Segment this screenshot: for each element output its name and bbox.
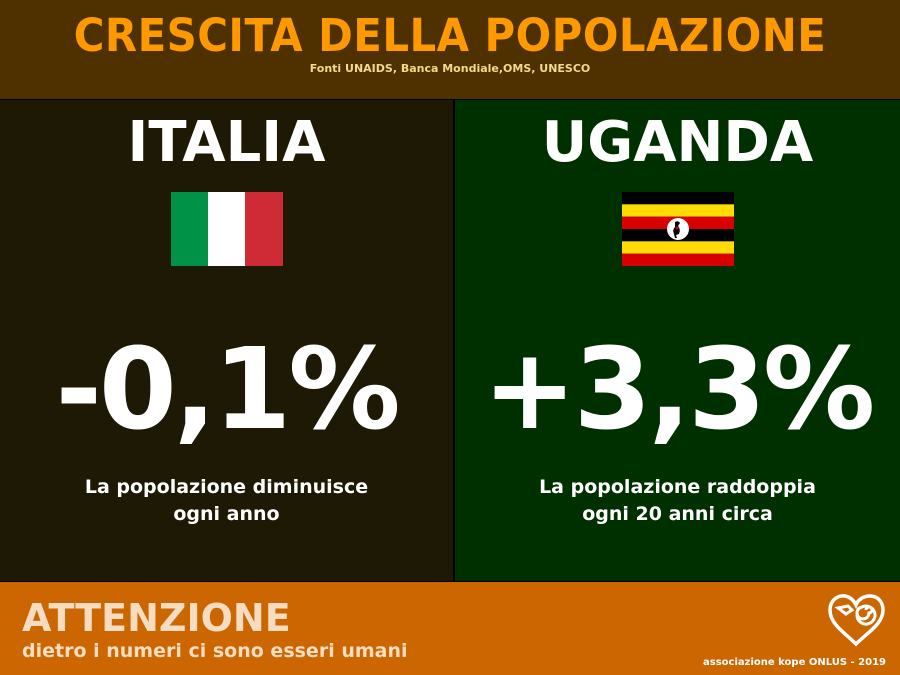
- header: CRESCITA DELLA POPOLAZIONE Fonti UNAIDS,…: [0, 0, 900, 99]
- heart-spiral-icon: [828, 594, 885, 647]
- country-name: UGANDA: [541, 110, 814, 175]
- uganda-flag-icon: [621, 192, 734, 266]
- uganda-panel: UGANDA +3,3% La popolazione raddoppia og…: [455, 100, 900, 581]
- italy-flag-icon: [170, 192, 283, 266]
- sources-text: Fonti UNAIDS, Banca Mondiale,OMS, UNESCO: [309, 62, 591, 75]
- growth-rate: -0,1%: [55, 325, 400, 455]
- growth-rate: +3,3%: [482, 325, 875, 455]
- country-name: ITALIA: [127, 110, 326, 175]
- footer: ATTENZIONE dietro i numeri ci sono esser…: [0, 582, 900, 675]
- attention-subline: dietro i numeri ci sono esseri umani: [22, 640, 408, 662]
- italia-panel: ITALIA -0,1% La popolazione diminuisce o…: [0, 100, 453, 581]
- description-line: ogni anno: [173, 503, 280, 525]
- description-line: ogni 20 anni circa: [582, 503, 773, 525]
- credit-text: associazione kope ONLUS - 2019: [703, 657, 886, 668]
- attention-headline: ATTENZIONE: [22, 596, 291, 640]
- description: La popolazione diminuisce ogni anno: [0, 474, 453, 528]
- description-line: La popolazione diminuisce: [84, 476, 369, 498]
- description-line: La popolazione raddoppia: [539, 476, 816, 498]
- page-title: CRESCITA DELLA POPOLAZIONE: [73, 9, 827, 62]
- description: La popolazione raddoppia ogni 20 anni ci…: [455, 474, 900, 528]
